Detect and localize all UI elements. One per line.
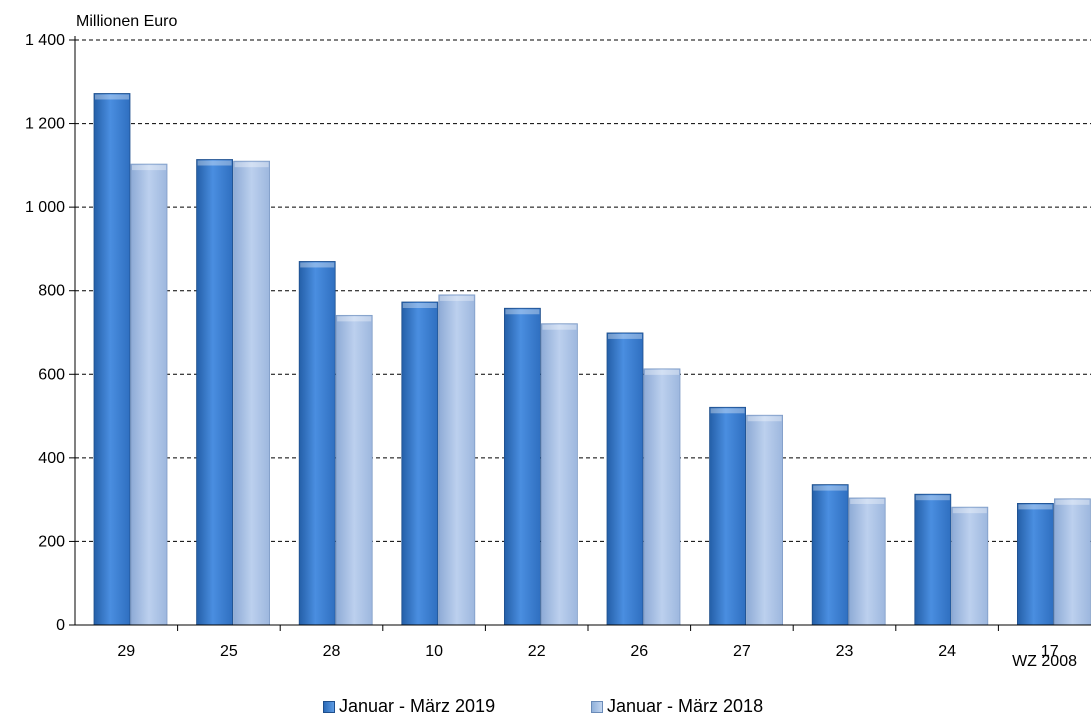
bar-2018-highlight (850, 498, 885, 504)
bar-2018 (951, 506, 989, 626)
axes (74, 36, 1091, 626)
bar-2019 (709, 406, 746, 626)
bar-2019-highlight (95, 94, 129, 100)
y-axis-title: Millionen Euro (76, 13, 178, 30)
x-tick-label: 10 (425, 643, 443, 660)
y-tick-label: 600 (38, 366, 65, 383)
y-axis-ticks: 0 200 400 600 800 1 000 1 200 1 400 (25, 32, 75, 634)
bar-2019 (93, 93, 131, 626)
bar-2019-highlight (300, 262, 335, 268)
y-tick-label: 400 (38, 450, 65, 467)
x-tick-label: 25 (220, 643, 238, 660)
bar-2018-highlight (747, 416, 782, 422)
bar-2018 (848, 497, 886, 626)
bar-2019 (606, 332, 644, 626)
x-tick-label: 27 (733, 643, 751, 660)
y-tick-label: 200 (38, 533, 65, 550)
bar-2018 (438, 294, 476, 626)
legend-label-2019: Januar - März 2019 (339, 696, 496, 716)
x-tick-label: 22 (528, 643, 546, 660)
bar-2018 (233, 160, 271, 626)
bar-2019 (1017, 503, 1054, 626)
bar-2019 (298, 261, 336, 626)
bar-2018 (1054, 498, 1091, 626)
bar-2019 (811, 484, 849, 626)
legend-swatch-2019 (323, 700, 335, 713)
bar-2018-highlight (1055, 499, 1090, 505)
bar-2019-highlight (505, 309, 540, 315)
bar-2018 (746, 414, 783, 626)
y-tick-label: 1 200 (25, 116, 65, 133)
legend-item-2019: Januar - März 2019 (323, 696, 495, 717)
bar-2019-highlight (402, 302, 437, 308)
bar-2019 (914, 493, 952, 626)
bar-2018-highlight (234, 162, 269, 168)
x-tick-label: 26 (630, 643, 648, 660)
bar-2019-highlight (915, 495, 950, 501)
x-tick-label: 24 (938, 643, 956, 660)
y-tick-label: 0 (56, 617, 65, 634)
bar-2019-highlight (1018, 504, 1053, 510)
y-tick-label: 800 (38, 283, 65, 300)
bar-2019-highlight (710, 408, 745, 414)
bars (93, 93, 1091, 626)
bar-2019 (503, 307, 541, 626)
bar-2018 (335, 314, 373, 626)
bar-2018 (643, 368, 681, 626)
bar-2019 (196, 159, 234, 626)
x-tick-label: 23 (836, 643, 854, 660)
legend: Januar - März 2019 Januar - März 2018 (0, 696, 1091, 720)
legend-item-2018: Januar - März 2018 (591, 696, 763, 717)
x-tick-label: 29 (117, 643, 135, 660)
y-tick-label: 1 000 (25, 199, 65, 216)
x-tick-label: 28 (323, 643, 341, 660)
bar-2018-highlight (337, 316, 372, 322)
legend-swatch-2018 (591, 700, 603, 713)
bar-2018 (130, 163, 168, 626)
bar-2018-highlight (952, 508, 987, 514)
legend-label-2018: Januar - März 2018 (607, 696, 764, 716)
y-tick-label: 1 400 (25, 32, 65, 49)
bar-2018-highlight (542, 324, 577, 330)
bar-2018-highlight (439, 295, 474, 301)
bar-2018 (541, 323, 578, 626)
bar-2018-highlight (645, 369, 679, 375)
bar-2018-highlight (132, 165, 166, 171)
bar-2019-highlight (813, 485, 848, 491)
bar-2019 (401, 301, 439, 626)
x-axis-ticks: 29 25 28 10 22 26 27 23 24 17 (117, 625, 1059, 660)
x-tick-label: 17 (1041, 643, 1059, 660)
x-axis-title: WZ 2008 (1012, 653, 1077, 670)
bar-2019-highlight (608, 333, 642, 339)
bar-2019-highlight (197, 160, 232, 166)
